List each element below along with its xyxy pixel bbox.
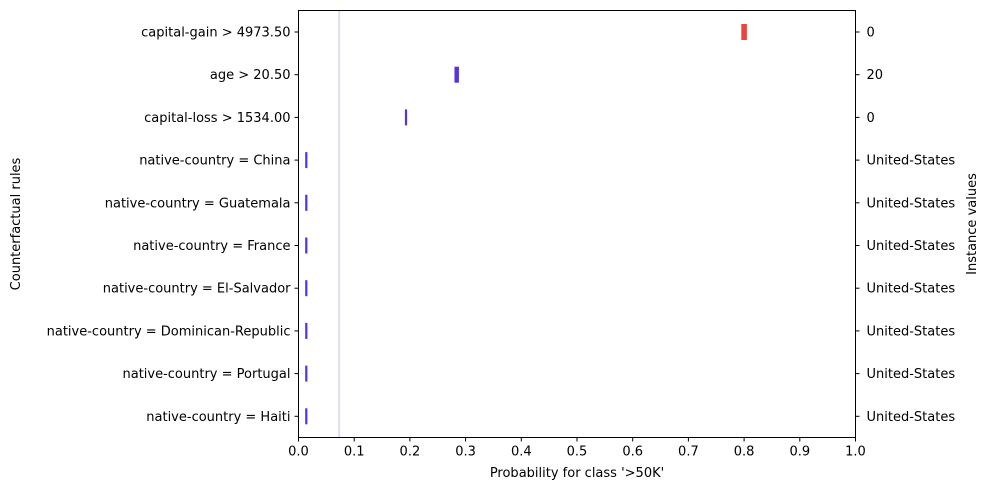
rule-label: native-country = El-Salvador (103, 282, 291, 297)
x-tick-label: 0.1 (344, 445, 365, 460)
interval-bar (305, 280, 308, 297)
x-tick-label: 0.4 (511, 445, 532, 460)
instance-value-label: United-States (867, 154, 956, 169)
x-tick-label: 0.8 (734, 445, 755, 460)
x-tick-label: 0.7 (678, 445, 699, 460)
rule-label: age > 20.50 (210, 68, 291, 83)
instance-value-label: United-States (867, 196, 956, 211)
rule-label: native-country = France (133, 239, 290, 254)
rule-label: native-country = Dominican-Republic (47, 324, 291, 339)
x-tick-label: 0.6 (622, 445, 643, 460)
instance-value-label: United-States (867, 282, 956, 297)
x-tick-label: 1.0 (845, 445, 866, 460)
x-tick-label: 0.2 (400, 445, 421, 460)
y2-axis-label: Instance values (965, 173, 980, 275)
instance-value-label: United-States (867, 239, 956, 254)
instance-value-label: 0 (867, 111, 875, 126)
x-tick-label: 0.3 (455, 445, 476, 460)
interval-bar (404, 109, 408, 126)
y-axis-label: Counterfactual rules (9, 157, 24, 290)
instance-value-label: United-States (867, 367, 956, 382)
y-axis-left: capital-gain > 4973.50 age > 20.50 capital… (47, 26, 299, 425)
interval-bar (305, 365, 308, 382)
interval-bar (305, 152, 308, 169)
instance-value-label: 0 (867, 26, 875, 41)
x-tick-label: 0.0 (288, 445, 309, 460)
rule-label: native-country = Portugal (122, 367, 290, 382)
interval-bar (305, 408, 308, 425)
rule-label: native-country = Guatemala (105, 196, 291, 211)
bars-layer (305, 24, 747, 425)
interval-bar (305, 322, 308, 339)
rule-label: capital-gain > 4973.50 (141, 26, 290, 41)
interval-bar (305, 237, 308, 254)
x-tick-label: 0.5 (567, 445, 588, 460)
rule-label: native-country = China (139, 154, 290, 169)
rule-label: capital-loss > 1534.00 (144, 111, 290, 126)
interval-bar (741, 24, 747, 40)
plot-frame (298, 10, 856, 438)
interval-bar (454, 66, 459, 83)
instance-value-label: 20 (867, 68, 884, 83)
instance-value-label: United-States (867, 324, 956, 339)
rule-label: native-country = Haiti (146, 410, 290, 425)
x-axis: 0.0 0.1 0.2 0.3 0.4 0.5 0.6 0.7 0.8 0.9 1.0 (288, 437, 866, 460)
interval-bar (305, 194, 308, 211)
x-tick-label: 0.9 (789, 445, 810, 460)
x-axis-label: Probability for class '>50K' (490, 466, 664, 481)
instance-value-label: United-States (867, 410, 956, 425)
y-axis-right: 0 20 0 United-States United-States United-Sta… (855, 26, 956, 425)
